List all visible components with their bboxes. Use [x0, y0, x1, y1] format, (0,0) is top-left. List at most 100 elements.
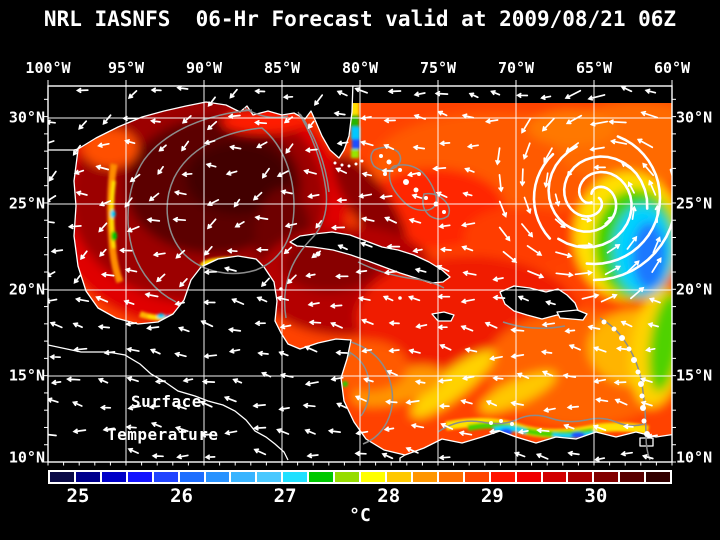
wind-vector [95, 295, 109, 303]
wind-vector [384, 216, 398, 224]
wind-vector [181, 140, 190, 152]
hurricane-spiral [562, 155, 649, 218]
wind-vector [640, 400, 653, 407]
wind-vector [613, 379, 627, 386]
wind-vector [513, 451, 526, 458]
wind-vector [589, 146, 605, 152]
wind-vector [201, 379, 216, 385]
wind-vector [581, 217, 593, 223]
wind-vector [307, 120, 315, 130]
wind-vector [648, 179, 657, 196]
wind-vector [651, 257, 662, 273]
wind-vector [354, 87, 368, 94]
wind-vector [98, 200, 112, 207]
wind-vector [360, 115, 372, 121]
wind-vector [257, 350, 269, 357]
wind-vector [502, 250, 518, 263]
wind-vector [354, 450, 367, 457]
wind-vector [283, 116, 294, 124]
wind-vector [574, 270, 594, 276]
wind-vector [261, 167, 270, 179]
wind-vector [608, 119, 627, 125]
wind-vector [360, 241, 373, 248]
wind-vector [517, 429, 529, 435]
wind-vector [223, 266, 237, 272]
wind-vector [606, 243, 621, 254]
lat-tick-label: 30°N [8, 108, 45, 127]
wind-vector [540, 349, 553, 355]
wind-vector [280, 189, 293, 195]
wind-vector [255, 247, 269, 253]
wind-vector [285, 143, 294, 154]
wind-vector [604, 265, 622, 276]
wind-vector [276, 170, 289, 178]
wind-vector [565, 114, 583, 125]
colorbar [48, 470, 672, 484]
wind-vector [253, 425, 267, 431]
wind-vector [206, 199, 220, 207]
colorbar-cell [619, 471, 646, 483]
wind-vector [98, 222, 108, 233]
wind-vector [71, 401, 83, 407]
colorbar-cell [541, 471, 568, 483]
wind-vector [126, 225, 140, 233]
wind-vector [329, 303, 343, 309]
wind-vector [614, 398, 628, 406]
wind-vector [127, 405, 142, 411]
wind-vector [593, 346, 607, 353]
wind-vector [49, 321, 63, 329]
wind-vector [124, 139, 136, 145]
wind-vector [48, 220, 55, 224]
wind-vector [439, 343, 452, 351]
figure-title: NRL IASNFS 06-Hr Forecast valid at 2009/… [43, 7, 677, 31]
wind-vector [203, 245, 213, 256]
lat-tick-label: 10°N [8, 448, 45, 467]
wind-vector [566, 404, 580, 410]
wind-vector [73, 274, 82, 284]
wind-vector [254, 320, 266, 326]
wind-vector [75, 87, 89, 94]
lon-tick-label: 100°W [25, 59, 71, 77]
wind-vector [439, 246, 452, 253]
colorbar-cell [437, 471, 464, 483]
wind-vector [408, 348, 421, 354]
wind-vector [205, 162, 217, 168]
wind-vector [626, 235, 638, 250]
colorbar-cell [100, 471, 127, 483]
wind-vector [652, 236, 661, 254]
wind-vector [516, 92, 529, 99]
wind-vector [279, 324, 292, 330]
wind-vector [521, 117, 532, 134]
wind-vector [484, 321, 498, 329]
wind-vector [282, 94, 294, 100]
wind-vector [179, 278, 188, 288]
wind-vector [543, 407, 556, 413]
wind-vector [622, 423, 634, 430]
colorbar-cell [230, 471, 257, 483]
colorbar-tick-label: 28 [377, 485, 401, 507]
colorbar-cell [74, 471, 101, 483]
land-layer [48, 86, 672, 462]
wind-vector [589, 120, 609, 127]
wind-vector [460, 222, 476, 228]
wind-vector [330, 376, 344, 382]
lat-tick-label: 20°N [8, 280, 45, 299]
wind-vector [149, 118, 161, 124]
wind-vector [595, 397, 609, 403]
wind-vector [226, 248, 238, 254]
wind-vector [387, 88, 402, 94]
wind-vector [302, 402, 316, 409]
wind-vector [252, 403, 266, 409]
wind-vector [435, 191, 448, 198]
wind-vector [330, 224, 346, 231]
wind-vector [308, 319, 322, 326]
wind-vector [564, 89, 582, 100]
wind-vector [252, 191, 263, 201]
wind-vectors-layer [48, 86, 672, 462]
wind-vector [50, 379, 62, 386]
wind-vector [102, 114, 112, 125]
wind-vector [174, 300, 185, 307]
pacific-coastline [48, 344, 289, 461]
wind-vector [148, 192, 160, 202]
wind-vector [460, 399, 473, 405]
